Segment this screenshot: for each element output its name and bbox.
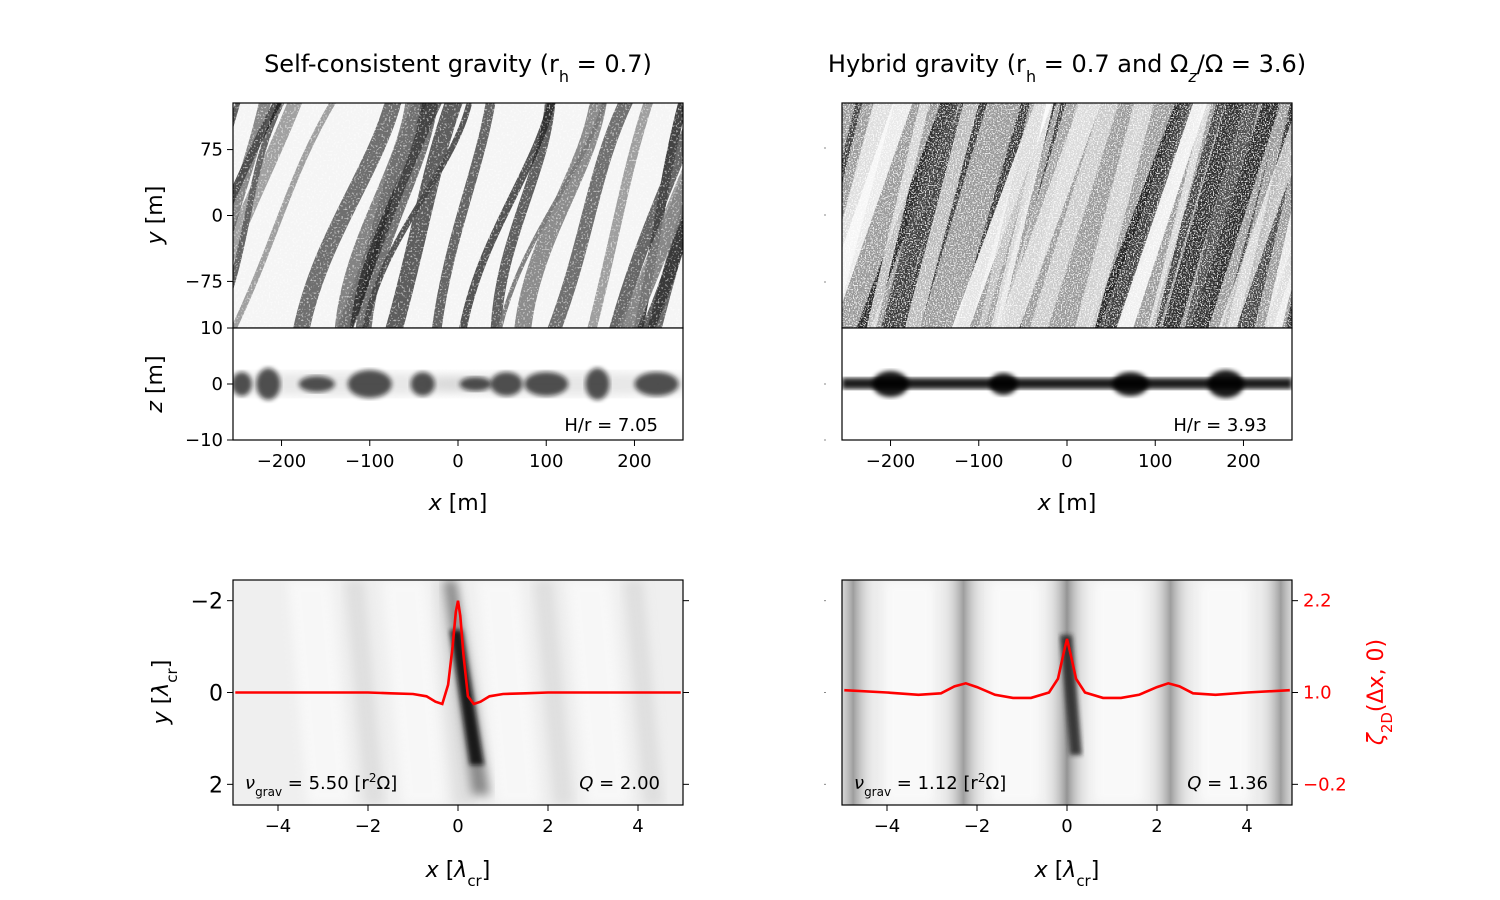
light-band [1092,580,1145,805]
x-tick-label: −2 [964,816,991,837]
x-tick-label: 0 [452,451,463,472]
x-tick-label: −200 [257,451,306,472]
aspect-label-left: H/r = 7.05 [564,415,658,436]
vertical-band [937,580,990,805]
y-tick-label: 0 [212,374,223,395]
y-tick-label-right: 2.2 [1303,591,1332,612]
particle-clump [1112,372,1149,396]
x-tick-label: −100 [954,451,1003,472]
bottom-axes-ticks: −4 −2 0 2 4 −4 −2 0 2 4 2 0 −2 2.2 1.0 −0.2 [191,590,1347,837]
particle-clump [634,372,679,396]
y-tick-label-right: −0.2 [1303,774,1347,795]
light-band [989,580,1042,805]
x-tick-label: 0 [1061,816,1072,837]
y-tick-label-right: 1.0 [1303,683,1332,704]
x-tick-label: 2 [1151,816,1162,837]
y-tick-label: −75 [185,271,223,292]
particle-clump [256,368,281,400]
particle-clump [989,373,1018,395]
panel-bottom-left-autocorrelation: νgrav = 5.50 [r2Ω] Q = 2.00 [232,579,684,806]
nu-grav-label-right: νgrav = 1.12 [r2Ω] [854,771,1006,799]
q-label-right: Q = 1.36 [1187,773,1268,794]
y-tick-label: −10 [185,430,223,451]
panel-top-left-face-on [232,102,684,329]
particle-clump [410,372,435,396]
top-axes-ticks: −200 −100 0 100 200 −200 −100 0 100 200750−75100−… [185,140,1261,472]
correlation-core-right [1060,635,1082,755]
panel-top-right-face-on [841,102,1293,329]
xlabel-bottom-left: x [λcr] [425,858,491,890]
y-tick-label: 10 [200,318,223,339]
title-right: Hybrid gravity (rh = 0.7 and Ωz/Ω = 3.6) [828,50,1306,86]
particle-clump [585,368,610,400]
particle-clump [233,372,252,396]
zeta-curve-left [235,600,681,706]
particle-clump [524,372,569,396]
x-tick-label: 4 [1241,816,1252,837]
particle-clump [1207,370,1244,398]
x-tick-label: 2 [542,816,553,837]
ylabel-top-left: y [m] [143,186,168,246]
particle-grain-left [233,103,683,328]
wake-strand [1285,299,1292,328]
zeta-curve-right [844,638,1290,700]
aspect-label-right: H/r = 3.93 [1173,415,1267,436]
particle-clump [490,372,523,396]
x-tick-label: 4 [632,816,643,837]
title-left: Self-consistent gravity (rh = 0.7) [264,50,652,86]
xlabel-bottom-right: x [λcr] [1034,858,1100,890]
panel-side-right-edge-on: H/r = 3.93 [841,327,1293,441]
x-tick-label: 200 [1226,451,1260,472]
x-tick-label: −4 [265,816,292,837]
dark-band [434,580,475,805]
edge-on-clumps-left [233,368,679,400]
xlabel-top-left: x [m] [428,491,488,516]
x-tick-label: 100 [529,451,563,472]
light-band [382,580,446,805]
particle-clump [298,376,335,392]
particle-grain-right [842,103,1292,328]
correlation-core [1060,635,1082,755]
x-tick-label: −100 [345,451,394,472]
ylabel-bottom-left: y [λcr] [149,660,181,726]
q-label-left: Q = 2.00 [579,773,660,794]
x-tick-label: −200 [866,451,915,472]
particle-clump [872,371,909,397]
edge-on-clumps-right [872,370,1244,398]
y-tick-label: 2 [209,773,223,798]
panel-side-left-edge-on: H/r = 7.05 [232,327,684,441]
light-band [476,580,541,805]
x-tick-label: −4 [874,816,901,837]
x-tick-label: 100 [1138,451,1172,472]
y-tick-label: 0 [209,682,223,707]
xlabel-top-right: x [m] [1037,491,1097,516]
x-tick-label: 0 [452,816,463,837]
particle-clump [459,377,492,391]
y-tick-label: 75 [200,140,223,161]
ylabel-zeta-right: ζ2D(Δx, 0) [1364,639,1396,746]
x-tick-label: −2 [355,816,382,837]
correlation-core [450,630,484,765]
ylabel-side-left: z [m] [143,355,168,413]
panel-bottom-right-autocorrelation: νgrav = 1.12 [r2Ω] Q = 1.36 [841,579,1293,806]
y-tick-label: 0 [212,206,223,227]
particle-clump [347,370,392,398]
nu-grav-label-left: νgrav = 5.50 [r2Ω] [245,771,397,799]
x-tick-label: 0 [1061,451,1072,472]
correlation-bands-right [842,580,1292,805]
vertical-band [1144,580,1197,805]
y-tick-label: −2 [191,590,223,615]
x-tick-label: 200 [617,451,651,472]
